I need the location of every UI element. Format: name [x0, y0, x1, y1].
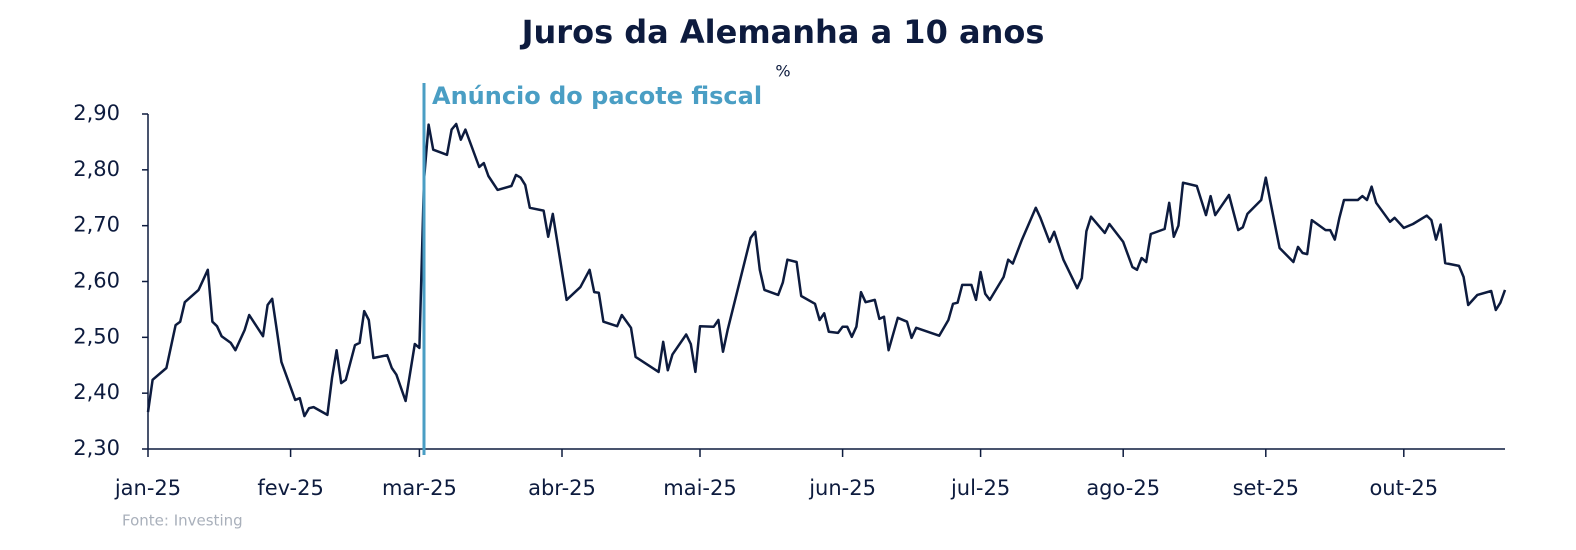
y-tick-label: 2,50 [73, 324, 120, 348]
y-tick-label: 2,40 [73, 380, 120, 404]
x-tick-label: jan-25 [114, 476, 181, 500]
y-tick-label: 2,80 [73, 157, 120, 181]
chart-subtitle: % [775, 62, 790, 81]
line [146, 122, 1507, 418]
x-tick-label: mar-25 [382, 476, 457, 500]
x-tick-label: out-25 [1369, 476, 1438, 500]
y-tick-label: 2,90 [73, 101, 120, 125]
x-tick-label: abr-25 [528, 476, 596, 500]
x-tick-label: fev-25 [257, 476, 323, 500]
y-tick-label: 2,30 [73, 436, 120, 460]
x-tick-label: set-25 [1233, 476, 1299, 500]
source: Fonte: Investing [122, 512, 243, 530]
x-tick-label: ago-25 [1086, 476, 1160, 500]
x-tick-label: jul-25 [950, 476, 1010, 500]
y-tick-label: 2,70 [73, 213, 120, 237]
chart-title: Juros da Alemanha a 10 anos [520, 13, 1045, 51]
x-tick-label: mai-25 [663, 476, 736, 500]
y-tick-label: 2,60 [73, 269, 120, 293]
x-tick-label: jun-25 [808, 476, 876, 500]
annotation-text: Anúncio do pacote fiscal [432, 82, 762, 110]
